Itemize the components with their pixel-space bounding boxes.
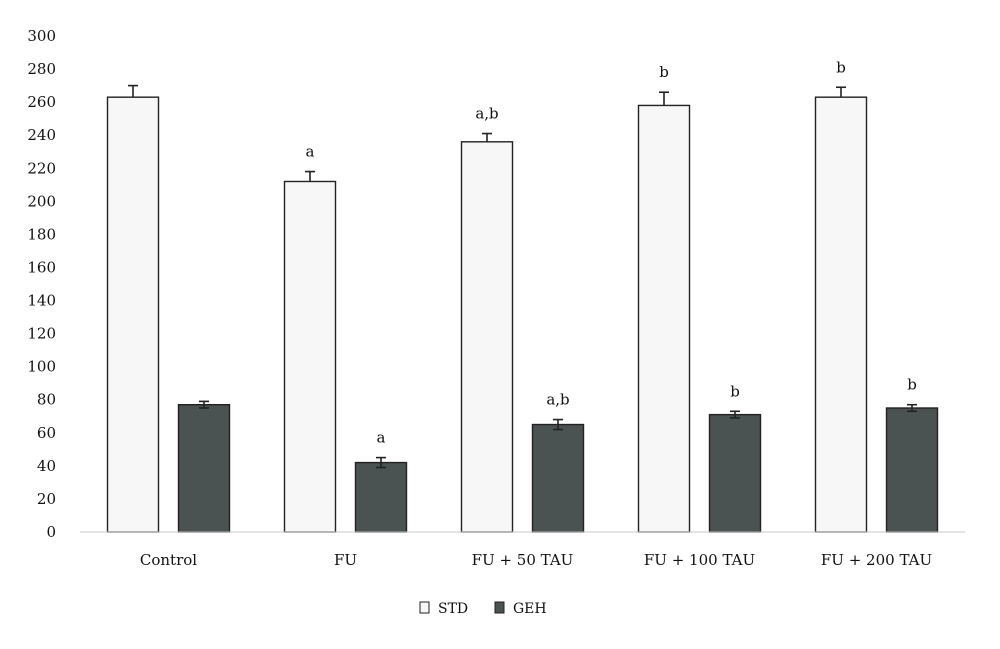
y-tick-label: 60: [37, 424, 56, 442]
legend-label-geh: GEH: [513, 601, 547, 617]
significance-label: b: [836, 58, 846, 76]
x-category-label: FU: [334, 551, 357, 569]
x-category-label: FU + 50 TAU: [472, 551, 574, 569]
bar-geh: [177, 403, 231, 533]
bar-std: [814, 96, 868, 533]
significance-label: a,b: [475, 105, 498, 123]
significance-label: a,b: [546, 391, 569, 409]
y-tick-label: 160: [27, 258, 56, 276]
y-tick-label: 200: [27, 192, 56, 210]
bars-group: a a a,b a,b b b b b: [106, 58, 939, 533]
significance-label: b: [659, 63, 669, 81]
bar-geh: [708, 413, 762, 533]
legend-swatch-geh: [494, 601, 505, 614]
x-category-label: FU + 200 TAU: [821, 551, 932, 569]
significance-label: a: [306, 143, 315, 161]
bar-geh: [354, 461, 408, 533]
bar-std: [460, 141, 514, 533]
x-category-label: Control: [140, 551, 197, 569]
y-tick-label: 220: [27, 159, 56, 177]
bar-geh: [531, 423, 585, 533]
y-tick-label: 120: [27, 325, 56, 343]
significance-label: b: [730, 382, 740, 400]
y-tick-label: 100: [27, 358, 56, 376]
bar-std: [106, 96, 160, 533]
y-tick-label: 140: [27, 292, 56, 310]
y-tick-label: 240: [27, 126, 56, 144]
legend-label-std: STD: [438, 601, 468, 617]
bar-std: [637, 104, 691, 533]
bar-geh: [885, 407, 939, 533]
legend: STD GEH: [419, 601, 547, 617]
y-tick-label: 280: [27, 60, 56, 78]
bar-std: [283, 180, 337, 533]
legend-swatch-std: [419, 601, 430, 614]
y-tick-label: 0: [46, 523, 56, 541]
x-category-label: FU + 100 TAU: [644, 551, 755, 569]
y-tick-label: 260: [27, 93, 56, 111]
y-axis: 0 20 40 60 80 100 120 140 160 180 200 220 240 260 280 3…: [27, 27, 56, 541]
y-tick-label: 20: [37, 490, 56, 508]
y-tick-label: 40: [37, 457, 56, 475]
x-axis: Control FU FU + 50 TAU FU + 100 TAU FU + 200…: [140, 551, 932, 569]
y-tick-label: 180: [27, 225, 56, 243]
y-tick-label: 80: [37, 391, 56, 409]
significance-label: b: [907, 376, 917, 394]
significance-label: a: [377, 429, 386, 447]
y-tick-label: 300: [27, 27, 56, 45]
